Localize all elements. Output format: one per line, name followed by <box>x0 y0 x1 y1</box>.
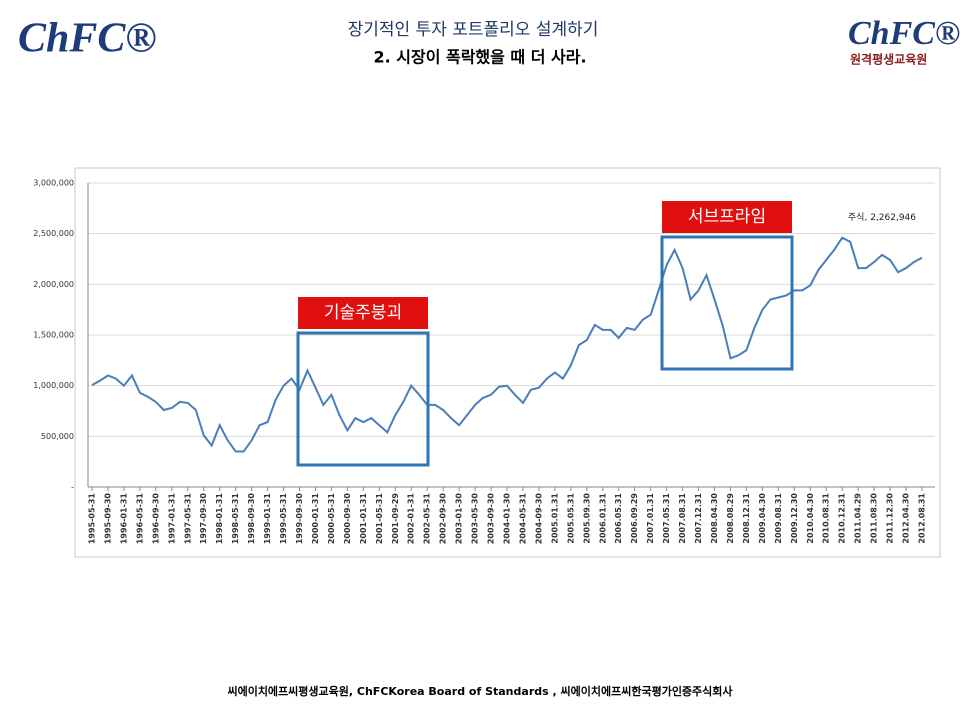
plot: - 500,000 1,000,000 1,500,000 2,000,000 2,500… <box>33 179 935 545</box>
x-tick-label: 2006.09.29 <box>630 493 639 544</box>
x-tick-label: 2010.12.31 <box>838 493 847 544</box>
highlight-box <box>296 331 430 467</box>
x-tick-label: 2003-05-30 <box>471 493 480 545</box>
x-tick-label: 1999-09-30 <box>295 493 304 545</box>
x-tick-label: 2004-01-30 <box>503 493 512 545</box>
x-tick-label: 1996-01-31 <box>119 493 128 545</box>
end-label: 주식, 2,262,946 <box>848 212 916 223</box>
x-tick-label: 2012.04.30 <box>902 493 911 544</box>
y-tick-label: - <box>71 483 74 492</box>
annotation-bg <box>662 201 792 233</box>
x-tick-label: 2011.08.30 <box>870 493 879 544</box>
x-tick-label: 2011.12.30 <box>886 493 895 544</box>
x-tick-label: 1999-05-31 <box>279 493 288 545</box>
x-tick-label: 2002-09-30 <box>439 493 448 545</box>
x-tick-label: 2011.04.29 <box>854 493 863 544</box>
x-tick-label: 2000-09-30 <box>343 493 352 545</box>
logo-right: ChFC® <box>848 15 960 52</box>
x-tick-label: 2002-05-31 <box>423 493 432 545</box>
annotation: 서브프라임 <box>688 207 766 227</box>
x-tick-label: 1995-09-30 <box>103 493 112 545</box>
x-tick-label: 2009.08.31 <box>774 493 783 544</box>
line-series <box>91 236 923 453</box>
y-tick-label: 3,000,000 <box>33 179 74 188</box>
x-tick-label: 1998-01-31 <box>215 493 224 545</box>
slide-subtitle: 2. 시장이 폭락했을 때 더 사라. <box>373 48 586 67</box>
x-tick-label: 1996-05-31 <box>135 493 144 545</box>
x-tick-label: 1998-09-30 <box>247 493 256 545</box>
x-tick-label: 2003-01-30 <box>455 493 464 545</box>
x-tick-label: 2006.01.31 <box>598 493 607 544</box>
x-tick-label: 1997-09-30 <box>199 493 208 545</box>
x-tick-label: 2001-05-31 <box>375 493 384 545</box>
logo-left: ChFC® <box>18 16 157 62</box>
annotation: 기술주붕괴 <box>324 303 402 323</box>
annotation-bg <box>298 297 428 329</box>
y-tick-label: 500,000 <box>41 432 74 441</box>
x-tick-label: 2004-09-30 <box>534 493 543 545</box>
x-tick-label: 2000-05-31 <box>327 493 336 545</box>
x-tick-label: 2005.01.31 <box>550 493 559 544</box>
x-tick-label: 2009.12.30 <box>790 493 799 544</box>
x-tick-label: 1996-09-30 <box>151 493 160 545</box>
y-tick-label: 1,500,000 <box>33 331 74 340</box>
x-tick-label: 2004-05-31 <box>518 493 527 545</box>
slide-title: 장기적인 투자 포트폴리오 설계하기 <box>348 20 599 40</box>
x-tick-label: 2005.09.30 <box>582 493 591 544</box>
x-tick-label: 2006.05.31 <box>614 493 623 544</box>
footer: 씨에이치에프씨평생교육원, ChFCKorea Board of Standar… <box>227 684 733 698</box>
x-tick-label: 2012.08.31 <box>918 493 927 544</box>
x-tick-label: 2010.08.31 <box>822 493 831 544</box>
x-tick-label: 2010.04.30 <box>806 493 815 544</box>
x-tick-label: 2007.08.31 <box>678 493 687 544</box>
y-tick-label: 1,000,000 <box>33 381 74 390</box>
highlight-box <box>660 235 794 371</box>
x-tick-label: 2001-09-29 <box>391 493 400 545</box>
y-tick-label: 2,500,000 <box>33 229 74 238</box>
y-tick-label: 2,000,000 <box>33 280 74 289</box>
x-tick-label: 2003-09-30 <box>487 493 496 545</box>
x-tick-label: 2002-01-31 <box>407 493 416 545</box>
x-tick-label: 2000-01-31 <box>311 493 320 545</box>
x-tick-label: 2001-01-31 <box>359 493 368 545</box>
chart-frame <box>74 167 941 558</box>
x-tick-label: 1997-01-31 <box>167 493 176 545</box>
x-tick-label: 2007.05.31 <box>662 493 671 544</box>
x-tick-label: 2005.05.31 <box>566 493 575 544</box>
x-tick-label: 2008.12.31 <box>742 493 751 544</box>
x-tick-label: 2008.08.29 <box>726 493 735 544</box>
x-tick-label: 2007.01.31 <box>646 493 655 544</box>
logo-right-sub: 원격평생교육원 <box>850 52 927 67</box>
x-tick-label: 2009.04.30 <box>758 493 767 544</box>
x-tick-label: 1999-01-31 <box>263 493 272 545</box>
x-tick-label: 2008.04.30 <box>710 493 719 544</box>
x-tick-label: 2007.12.31 <box>694 493 703 544</box>
x-tick-label: 1997-05-31 <box>183 493 192 545</box>
x-tick-label: 1995-05-31 <box>88 493 97 545</box>
x-tick-label: 1998-05-31 <box>231 493 240 545</box>
